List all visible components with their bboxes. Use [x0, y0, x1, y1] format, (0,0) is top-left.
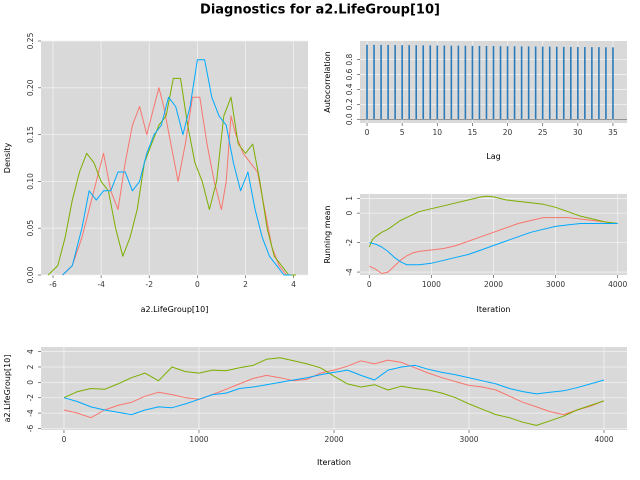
- autocorrelation-x-tick-label: 0: [365, 128, 370, 137]
- trace-x-tick-label: 2000: [324, 435, 343, 444]
- trace-y-tick-label: -2: [26, 394, 35, 402]
- autocorrelation-panel: 0 5 10 15 20 25 30 35 0.0 0.2 0.4 0.6 0.8 Lag Autocorr…: [323, 41, 627, 161]
- running-mean-panel: 0 1000 2000 3000 4000 -4 -2 0 1 Iteration Running …: [323, 194, 627, 314]
- density-y-tick-label: 0.15: [26, 126, 35, 143]
- density-series-line: [62, 87, 294, 276]
- trace-x-tick-label: 1000: [189, 435, 208, 444]
- running-mean-y-tick-label: 1: [345, 196, 354, 201]
- trace-x-tick-label: 4000: [594, 435, 613, 444]
- running-mean-series-line: [368, 195, 618, 248]
- trace-series-line: [63, 357, 605, 426]
- density-plot-area: [41, 41, 308, 275]
- autocorrelation-x-tick-label: 15: [468, 128, 478, 137]
- running-mean-x-tick-label: 3000: [546, 280, 565, 289]
- density-y-tick-label: 0.05: [26, 220, 35, 237]
- trace-x-tick-label: 3000: [459, 435, 478, 444]
- autocorrelation-x-tick-label: 30: [573, 128, 583, 137]
- trace-y-tick-label: 0: [26, 380, 35, 385]
- autocorrelation-x-tick-label: 5: [400, 128, 405, 137]
- figure-title: Diagnostics for a2.LifeGroup[10]: [200, 3, 440, 18]
- density-x-tick-label: -4: [97, 280, 105, 289]
- density-series-line: [47, 77, 296, 276]
- autocorrelation-y-tick-label: 0.0: [345, 113, 354, 125]
- running-mean-series-line: [369, 223, 618, 266]
- trace-panel: 0 1000 2000 3000 4000 -6 -4 -2 0 2 4 Iteration a2.Li…: [3, 347, 627, 467]
- density-series-line: [62, 59, 292, 276]
- density-x-tick-label: -6: [49, 280, 57, 289]
- density-x-tick-label: 4: [291, 280, 296, 289]
- autocorrelation-y-axis-label: Autocorrelation: [323, 51, 332, 113]
- density-y-tick-label: 0.00: [26, 266, 35, 283]
- running-mean-x-tick-label: 2000: [484, 280, 503, 289]
- trace-y-tick-label: 4: [26, 349, 35, 354]
- trace-x-tick-label: 0: [62, 435, 67, 444]
- running-mean-series-line: [369, 217, 618, 274]
- running-mean-y-axis-label: Running mean: [323, 205, 332, 263]
- running-mean-x-tick-label: 0: [367, 280, 372, 289]
- autocorrelation-y-tick-label: 0.8: [345, 53, 354, 65]
- autocorrelation-x-axis-label: Lag: [486, 152, 500, 161]
- autocorrelation-x-tick-label: 25: [538, 128, 548, 137]
- autocorrelation-x-tick-label: 35: [608, 128, 618, 137]
- trace-series-line: [63, 359, 605, 419]
- density-panel: -6 -4 -2 0 2 4 0.00 0.05 0.10 0.15 0.20 0.25 a2.Life…: [3, 32, 308, 314]
- trace-y-axis-label: a2.LifeGroup[10]: [3, 355, 12, 423]
- trace-x-axis-label: Iteration: [317, 458, 351, 467]
- density-y-tick-label: 0.20: [26, 79, 35, 96]
- density-x-tick-label: 0: [195, 280, 200, 289]
- trace-y-tick-label: -4: [26, 409, 35, 417]
- density-x-axis-label: a2.LifeGroup[10]: [141, 305, 209, 314]
- autocorrelation-y-tick-label: 0.4: [345, 83, 354, 95]
- running-mean-x-tick-label: 4000: [608, 280, 627, 289]
- trace-y-tick-label: 2: [26, 364, 35, 369]
- running-mean-x-axis-label: Iteration: [477, 305, 511, 314]
- density-x-tick-label: 2: [243, 280, 248, 289]
- autocorrelation-y-tick-label: 0.2: [345, 98, 354, 110]
- autocorrelation-y-tick-label: 0.6: [345, 68, 354, 80]
- density-y-tick-label: 0.25: [26, 32, 35, 49]
- autocorrelation-x-tick-label: 10: [433, 128, 443, 137]
- density-x-tick-label: -2: [146, 280, 154, 289]
- autocorrelation-x-tick-label: 20: [503, 128, 513, 137]
- running-mean-y-tick-label: 0: [345, 211, 354, 216]
- trace-y-tick-label: -6: [26, 424, 35, 432]
- density-y-axis-label: Density: [3, 143, 12, 174]
- running-mean-y-tick-label: -4: [345, 268, 354, 276]
- density-y-tick-label: 0.10: [26, 173, 35, 190]
- trace-series-line: [63, 364, 605, 416]
- running-mean-x-tick-label: 1000: [422, 280, 441, 289]
- running-mean-y-tick-label: -2: [345, 239, 354, 247]
